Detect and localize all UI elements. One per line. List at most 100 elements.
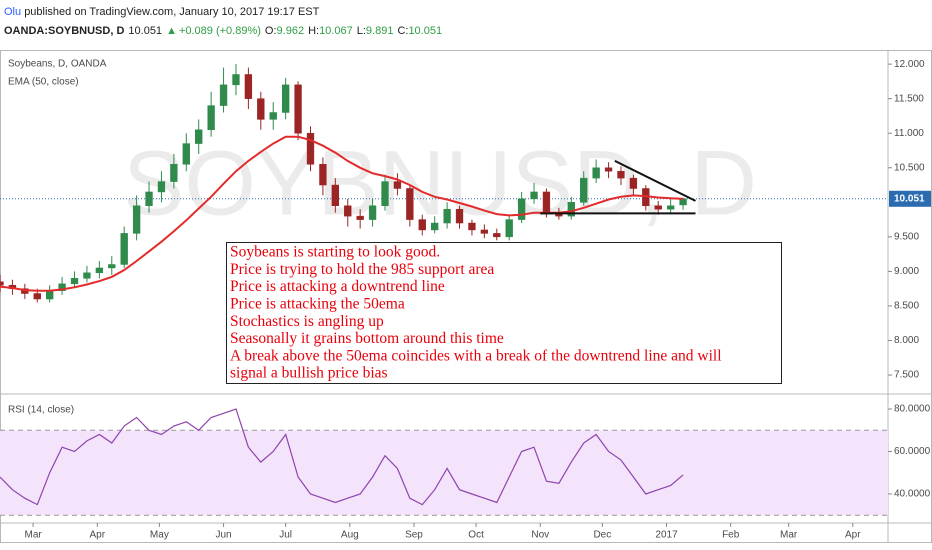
ohlc-value: 9.962 [277, 25, 305, 37]
change: +0.089 (+0.89%) [179, 25, 261, 37]
trendline [614, 160, 696, 202]
candle-body [592, 167, 600, 179]
x-tick-label: Jun [215, 530, 231, 541]
candle-body [182, 143, 190, 165]
last-price-label: 10.051 [894, 193, 925, 204]
x-tick-label: May [150, 530, 169, 541]
candle-body [493, 233, 501, 238]
candle-body [306, 132, 315, 165]
annotation-box [226, 242, 782, 384]
x-tick-label: Oct [468, 530, 484, 541]
published: published on TradingView.com, January 10… [24, 6, 319, 18]
annotation-line: signal a bullish price bias [230, 365, 388, 382]
x-tick-label: Jul [279, 530, 292, 541]
candle-body [219, 84, 228, 106]
y-tick-label: 9.500 [894, 231, 919, 242]
x-tick-label: Feb [722, 530, 740, 541]
y-tick-label: 11.000 [894, 128, 924, 139]
candle-body [170, 164, 178, 182]
annotation-line: Stochastics is angling up [230, 313, 384, 330]
y-tick-label: 11.500 [894, 93, 924, 104]
candle-body [604, 167, 613, 172]
y-tick-label: 80.0000 [894, 404, 931, 415]
arrow: ▲ [166, 25, 177, 37]
rsi-line [0, 408, 684, 506]
candle-body [46, 290, 54, 300]
ohlc-label: L: [357, 25, 366, 37]
ohlc-label: O: [265, 25, 277, 37]
annotation-line: Soybeans is starting to look good. [230, 244, 440, 261]
candle-body [95, 267, 104, 274]
candle-body [654, 205, 662, 210]
candle-body [344, 205, 352, 217]
candle-body [406, 188, 414, 220]
x-tick-label: Apr [845, 530, 861, 541]
x-tick-label: Apr [90, 530, 106, 541]
candle-body [294, 84, 302, 134]
y-tick-label: 12.000 [894, 59, 925, 70]
ohlc-value: 10.067 [319, 25, 353, 37]
ohlc-label: H: [308, 25, 319, 37]
candle-body [431, 222, 439, 231]
candle-body [393, 181, 402, 189]
author[interactable]: Olu [4, 6, 21, 18]
symbol: OANDA:SOYBNUSD, D [4, 25, 124, 37]
candle-body [0, 281, 4, 286]
y-tick-label: 8.000 [894, 335, 919, 346]
candle-body [257, 98, 265, 120]
y-tick-label: 9.000 [894, 266, 919, 277]
candle-body [368, 205, 377, 220]
candle-body [269, 112, 277, 120]
candle-body [530, 191, 538, 200]
candle-body [666, 205, 675, 210]
candle-body [542, 191, 551, 213]
candle-body [443, 208, 451, 224]
candle-body [418, 219, 426, 231]
x-tick-label: Aug [341, 530, 359, 541]
candle-body [455, 208, 464, 224]
candle-body [517, 198, 526, 220]
candle-body [33, 293, 41, 300]
candle-body [195, 129, 203, 144]
header-line: Olu published on TradingView.com, Januar… [4, 6, 320, 18]
candle-body [331, 184, 339, 207]
last-price-box [889, 190, 931, 207]
pane-label: EMA (50, close) [8, 77, 79, 88]
y-tick-label: 60.0000 [894, 446, 931, 457]
ohlc-value: 9.891 [366, 25, 394, 37]
x-tick-label: Sep [405, 530, 423, 541]
symbol-line: OANDA:SOYBNUSD, D 10.051 ▲ +0.089 (+0.89%) O… [4, 25, 442, 37]
candle-body [132, 205, 141, 234]
annotation-line: Price is attacking the 50ema [230, 295, 405, 312]
candle-body [83, 272, 91, 279]
pane-label: RSI (14, close) [8, 405, 74, 416]
y-tick-label: 7.500 [894, 370, 919, 381]
annotation-line: A break above the 50ema coincides with a… [230, 347, 722, 364]
x-tick-label: Nov [531, 530, 549, 541]
candle-body [617, 170, 625, 179]
y-tick-label: 40.0000 [894, 489, 931, 500]
candle-body [145, 191, 153, 207]
y-tick-label: 8.500 [894, 301, 919, 312]
x-tick-label: Mar [25, 530, 43, 541]
x-tick-label: Dec [593, 530, 611, 541]
annotation-line: Seasonally it grains bottom around this … [230, 330, 504, 347]
candle-body [244, 74, 253, 99]
candle-body [58, 283, 66, 291]
candle-body [157, 181, 166, 193]
x-tick-label: 2017 [655, 530, 678, 541]
candle-body [356, 215, 364, 220]
x-tick-label: Mar [780, 530, 798, 541]
price: 10.051 [128, 25, 162, 37]
candle-body [381, 181, 389, 207]
candle-body [120, 233, 128, 265]
candle-body [70, 278, 79, 285]
candle-body [567, 202, 575, 217]
watermark: SOYBNUSD, D [123, 132, 757, 234]
candle-body [580, 177, 588, 203]
pane-label: Soybeans, D, OANDA [8, 59, 107, 70]
candle-body [480, 229, 489, 234]
y-tick-label: 10.500 [894, 162, 925, 173]
candle-body [108, 264, 116, 269]
